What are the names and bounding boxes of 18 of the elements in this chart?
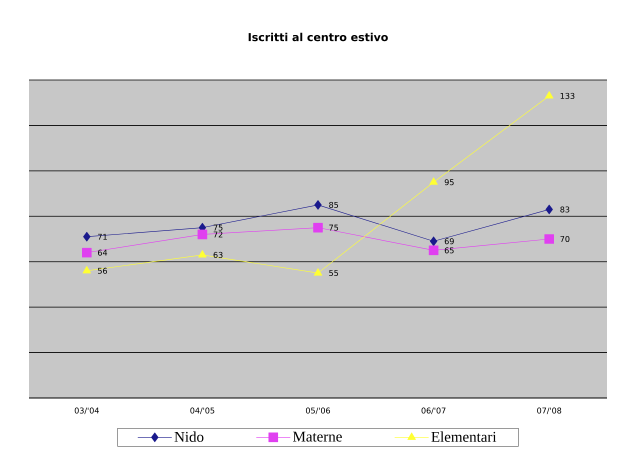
- point: [314, 200, 322, 210]
- point: [82, 248, 92, 258]
- point: [83, 232, 90, 242]
- point: [82, 266, 91, 274]
- point: [545, 91, 554, 98]
- legend-label: Materne: [293, 432, 342, 442]
- point: [429, 177, 438, 185]
- point: [544, 234, 554, 244]
- point: [314, 268, 322, 276]
- chart-title: Iscritti al centro estivo: [248, 32, 388, 42]
- point: [198, 250, 207, 258]
- point: [430, 236, 438, 246]
- point: [546, 204, 553, 214]
- point: [428, 246, 438, 256]
- legend-label: Elementari: [431, 431, 496, 442]
- legend-label: Nido: [174, 431, 204, 442]
- point: [198, 230, 208, 240]
- point: [313, 222, 323, 232]
